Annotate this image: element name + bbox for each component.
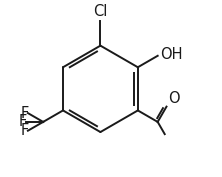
Text: F: F — [20, 123, 29, 138]
Text: OH: OH — [160, 47, 182, 62]
Text: O: O — [168, 91, 180, 106]
Text: F: F — [20, 106, 29, 121]
Text: Cl: Cl — [93, 4, 108, 19]
Text: F: F — [18, 114, 26, 129]
